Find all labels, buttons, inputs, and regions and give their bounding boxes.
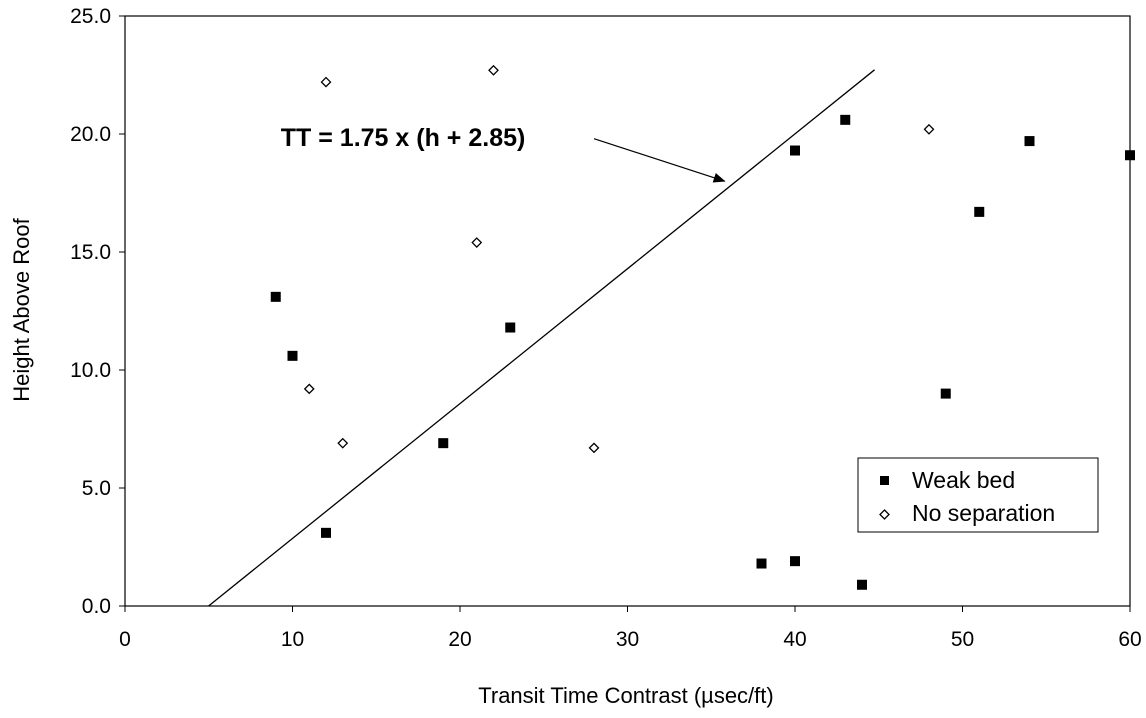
fit-line-group: TT = 1.75 x (h + 2.85) <box>208 69 875 607</box>
point-no-separation <box>303 383 315 395</box>
y-tick-label: 25.0 <box>70 5 111 28</box>
data-points <box>270 64 1135 590</box>
point-weak-bed <box>840 114 851 125</box>
point-no-separation <box>320 76 332 88</box>
legend-label-weak-bed: Weak bed <box>912 467 1015 493</box>
point-weak-bed <box>940 388 951 399</box>
x-tick-label: 50 <box>951 628 974 651</box>
point-weak-bed <box>505 322 516 333</box>
y-tick-label: 5.0 <box>82 477 111 500</box>
y-tick-label: 20.0 <box>70 123 111 146</box>
point-weak-bed <box>790 556 800 567</box>
y-tick-label: 0.0 <box>82 595 111 618</box>
y-axis-ticks: 0.0 5.0 10.0 15.0 20.0 25.0 <box>70 5 125 618</box>
point-no-separation <box>471 237 483 248</box>
legend-marker-weak-bed <box>880 476 889 485</box>
legend-label-no-separation: No separation <box>912 500 1055 526</box>
x-tick-label: 30 <box>616 628 639 651</box>
point-weak-bed <box>790 145 800 156</box>
point-weak-bed <box>287 350 298 361</box>
x-tick-label: 20 <box>448 628 471 651</box>
point-weak-bed <box>321 527 331 538</box>
legend-box <box>857 457 1099 533</box>
point-weak-bed <box>270 291 281 302</box>
x-axis-ticks: 0 10 20 30 40 50 60 <box>119 606 1142 651</box>
point-weak-bed <box>974 206 985 217</box>
x-tick-label: 60 <box>1118 628 1141 651</box>
x-tick-label: 0 <box>119 628 131 651</box>
point-weak-bed <box>756 558 767 569</box>
point-no-separation <box>923 123 935 135</box>
y-tick-label: 15.0 <box>70 241 111 264</box>
x-tick-label: 40 <box>783 628 806 651</box>
fit-line-label: TT = 1.75 x (h + 2.85) <box>281 124 526 152</box>
x-axis-title: Transit Time Contrast (µsec/ft) <box>478 683 773 708</box>
x-tick-label: 10 <box>281 628 304 651</box>
point-weak-bed <box>438 438 449 449</box>
point-weak-bed <box>857 579 867 590</box>
fit-line <box>208 69 875 607</box>
legend-marker-no-separation <box>879 509 890 520</box>
annotation-arrow <box>593 138 726 183</box>
y-tick-label: 10.0 <box>70 359 111 382</box>
point-no-separation <box>588 442 600 454</box>
y-axis-title: Height Above Roof <box>9 217 34 401</box>
point-weak-bed <box>1125 150 1135 161</box>
legend: Weak bed No separation <box>857 457 1099 533</box>
point-no-separation <box>488 64 499 76</box>
point-no-separation <box>337 437 349 449</box>
point-weak-bed <box>1024 136 1035 147</box>
